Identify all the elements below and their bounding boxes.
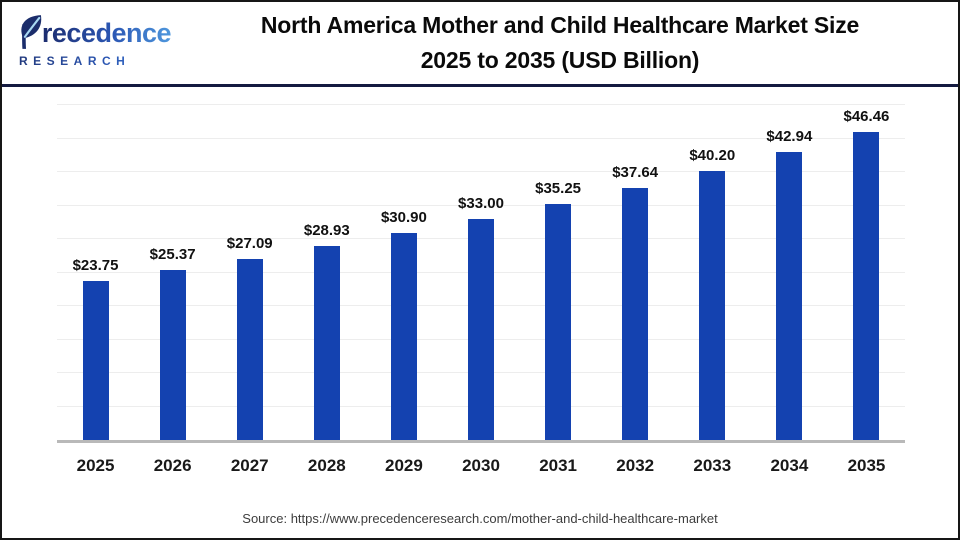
bar-value-label: $37.64 <box>612 163 659 181</box>
bar-value-label: $28.93 <box>303 222 350 240</box>
bar-column: $42.94 <box>751 108 828 440</box>
x-tick-label: 2026 <box>153 456 192 475</box>
x-tick-label: 2027 <box>230 456 269 475</box>
bar-value-label: $33.00 <box>458 194 504 212</box>
bar-column: $25.37 <box>134 108 211 440</box>
source-line: Source: https://www.precedenceresearch.c… <box>242 511 718 526</box>
bar <box>622 187 649 440</box>
bar-column: $27.09 <box>211 108 288 440</box>
chart-title-line1: North America Mother and Child Healthcar… <box>260 12 860 38</box>
plot-area: $23.75 $25.37 $27.09 $28.93 $30.90 $33.00 $35.… <box>57 104 905 443</box>
bar <box>467 218 494 440</box>
bar-column: $30.90 <box>365 108 442 440</box>
logo-wordmark: recedence <box>16 11 172 53</box>
x-tick-label: 2025 <box>76 456 115 475</box>
precedence-research-logo: recedence RESEARCH <box>16 11 172 69</box>
chart-title: North America Mother and Child Healthcar… <box>170 8 950 78</box>
x-tick-label: 2028 <box>307 456 346 475</box>
bar-column: $33.00 <box>442 108 519 440</box>
x-tick-label: 2034 <box>770 456 809 475</box>
header: recedence RESEARCH North America Mother … <box>2 2 958 82</box>
bar <box>236 258 263 440</box>
header-divider <box>2 84 958 87</box>
gridline <box>57 171 905 172</box>
x-axis-labels: 2025 2026 2027 2028 2029 2030 2031 2032 2033 2034… <box>57 456 905 476</box>
bar-value-label: $40.20 <box>689 146 736 164</box>
x-tick-label: 2033 <box>693 456 732 475</box>
bar-value-label: $30.90 <box>380 208 427 226</box>
bar-column: $23.75 <box>57 108 134 440</box>
bar-column: $37.64 <box>597 108 674 440</box>
bar <box>390 232 417 440</box>
bar <box>853 132 880 440</box>
logo-wordmark-text: recedence <box>42 13 172 53</box>
bar-value-label: $25.37 <box>149 246 196 264</box>
bar-value-label: $27.09 <box>226 234 273 252</box>
x-tick-label: 2035 <box>847 456 886 475</box>
logo-subtext: RESEARCH <box>16 53 171 69</box>
x-tick-label: 2029 <box>385 456 423 475</box>
bar-value-label: $35.25 <box>535 179 582 197</box>
leaf-p-icon <box>21 15 42 49</box>
chart-title-line2: 2025 to 2035 (USD Billion) <box>420 47 700 73</box>
gridline <box>57 137 905 139</box>
gridline <box>57 104 905 105</box>
bar-column: $35.25 <box>520 108 597 440</box>
x-tick-label: 2032 <box>616 456 655 475</box>
gridline <box>57 204 905 206</box>
bar <box>313 246 340 440</box>
x-tick-label: 2031 <box>539 456 578 475</box>
bar <box>699 170 726 440</box>
bar-column: $40.20 <box>674 108 751 440</box>
bar <box>776 152 803 440</box>
bar <box>545 203 572 440</box>
x-tick-label: 2030 <box>462 456 500 475</box>
bar <box>159 270 186 440</box>
bar <box>82 280 109 440</box>
bar-column: $46.46 <box>828 108 905 440</box>
bar-value-label: $23.75 <box>72 256 119 274</box>
bar-column: $28.93 <box>288 108 365 440</box>
bar-value-label: $42.94 <box>766 128 813 146</box>
bar-value-label: $46.46 <box>843 108 890 125</box>
